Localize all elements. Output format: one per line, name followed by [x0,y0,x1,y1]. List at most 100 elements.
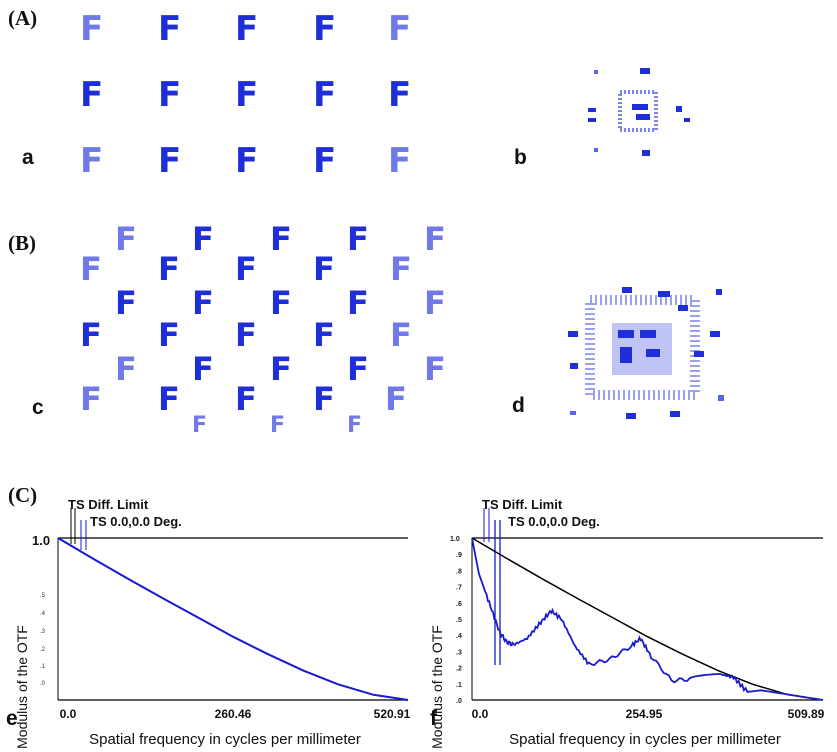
chart-f-xtick-0: 0.0 [472,707,489,721]
f-glyph: F [235,316,257,354]
chart-e-series-ts [57,537,409,701]
chart-f-ytick: .5 [456,617,462,624]
f-glyph: F [347,413,363,438]
chart-f-xlabel: Spatial frequency in cycles per millimet… [509,731,781,748]
chart-e-legend-diff-limit: TS Diff. Limit [68,497,149,512]
f-glyph: F [347,350,369,388]
f-glyph: F [115,350,137,388]
f-glyph: F [388,75,412,115]
chart-e-xtick-2: 520.91 [374,707,411,721]
f-glyph: F [235,380,257,418]
chart-e-ytick: .1 [40,664,46,670]
f-glyph: F [158,75,182,115]
f-glyph: F [313,316,335,354]
f-glyph: F [158,250,180,288]
f-glyph: F [235,75,259,115]
chart-f-ytick: 1.0 [450,536,460,543]
chart-f-series-ts [471,537,824,701]
sub-label-c: c [32,396,44,419]
f-glyph: F [80,316,102,354]
chart-e-ytick: .5 [40,593,46,599]
image-a-f-grid: F F F F F F F F F F F F F F F [0,0,440,180]
chart-f-legend-ts: TS 0.0,0.0 Deg. [508,514,600,529]
chart-f-ytick: .6 [456,601,462,608]
f-glyph: F [80,141,104,181]
sub-label-b: b [514,146,527,169]
otf-chart-f: Modulus of the OTF 1.0 .9 .8 .7 .6 .5 .4 .3 .2 .1… [429,497,825,749]
panel-label-b: (B) [8,231,36,255]
sub-label-e: e [6,707,18,730]
panel-label-c: (C) [8,483,38,507]
chart-e-yticks-small: .5 .4 .3 .2 .1 .0 [40,593,46,687]
f-glyph: F [80,250,102,288]
sub-label-f: f [430,707,437,730]
otf-chart-e: Modulus of the OTF 1.0 .5 .4 .3 .2 .1 .0… [14,497,411,749]
f-glyph: F [313,380,335,418]
f-glyph: F [313,9,337,49]
f-glyph: F [192,350,214,388]
image-d-spectrum [568,287,724,419]
f-glyph: F [270,220,292,258]
panel-label-a: (A) [8,6,38,30]
f-glyph: F [313,141,337,181]
chart-f-ytick: .1 [456,682,462,689]
f-glyph: F [80,75,104,115]
f-glyph: F [424,284,446,322]
chart-f-legend-diff-limit: TS Diff. Limit [482,497,563,512]
f-glyph: F [158,9,182,49]
f-glyph: F [235,250,257,288]
f-glyph: F [424,350,446,388]
chart-f-xtick-1: 254.95 [626,707,663,721]
f-glyph: F [115,284,137,322]
chart-f-yticks: 1.0 .9 .8 .7 .6 .5 .4 .3 .2 .1 .0 [450,536,462,705]
chart-f-series-diff-limit [471,537,824,701]
chart-f-ytick: .8 [456,568,462,575]
chart-e-series-diff-limit [57,537,409,701]
chart-e-xtick-1: 260.46 [215,707,252,721]
f-glyph: F [235,141,259,181]
chart-e-ytick: .4 [40,611,46,617]
f-glyph: F [347,284,369,322]
chart-e-xlabel: Spatial frequency in cycles per millimet… [89,731,361,748]
chart-f-ytick: .9 [456,552,462,559]
image-c-f-superposition: F F F F F F F F F F F F F F F F F F F F … [0,215,460,445]
f-glyph: F [192,413,208,438]
f-glyph: F [270,350,292,388]
chart-e-ytick-top: 1.0 [32,533,50,548]
f-glyph: F [390,250,412,288]
f-glyph: F [424,220,446,258]
sub-label-a: a [22,146,34,169]
chart-f-ytick: .2 [456,666,462,673]
chart-f-ytick: .4 [456,633,462,640]
f-glyph: F [385,380,407,418]
chart-e-legend-ts: TS 0.0,0.0 Deg. [90,514,182,529]
image-b-spectrum [588,68,690,156]
chart-e-ylabel: Modulus of the OTF [14,625,30,749]
chart-f-ytick: .7 [456,585,462,592]
f-glyph: F [115,220,137,258]
chart-f-ylabel: Modulus of the OTF [429,625,445,749]
chart-f-xtick-2: 509.89 [788,707,825,721]
chart-f-ytick: .3 [456,649,462,656]
f-glyph: F [80,9,104,49]
f-glyph: F [192,284,214,322]
f-glyph: F [388,9,412,49]
f-glyph: F [270,284,292,322]
f-glyph: F [80,380,102,418]
f-glyph: F [235,9,259,49]
chart-e-ytick: .3 [40,629,46,635]
chart-f-ytick: .0 [456,698,462,705]
f-glyph: F [313,250,335,288]
f-glyph: F [270,413,286,438]
chart-e-xtick-0: 0.0 [60,707,77,721]
f-glyph: F [390,316,412,354]
f-glyph: F [158,316,180,354]
chart-e-ytick: .0 [40,681,46,687]
f-glyph: F [158,141,182,181]
sub-label-d: d [512,394,525,417]
f-glyph: F [388,141,412,181]
f-glyph: F [192,220,214,258]
chart-e-ytick: .2 [40,647,46,653]
f-glyph: F [347,220,369,258]
f-glyph: F [313,75,337,115]
